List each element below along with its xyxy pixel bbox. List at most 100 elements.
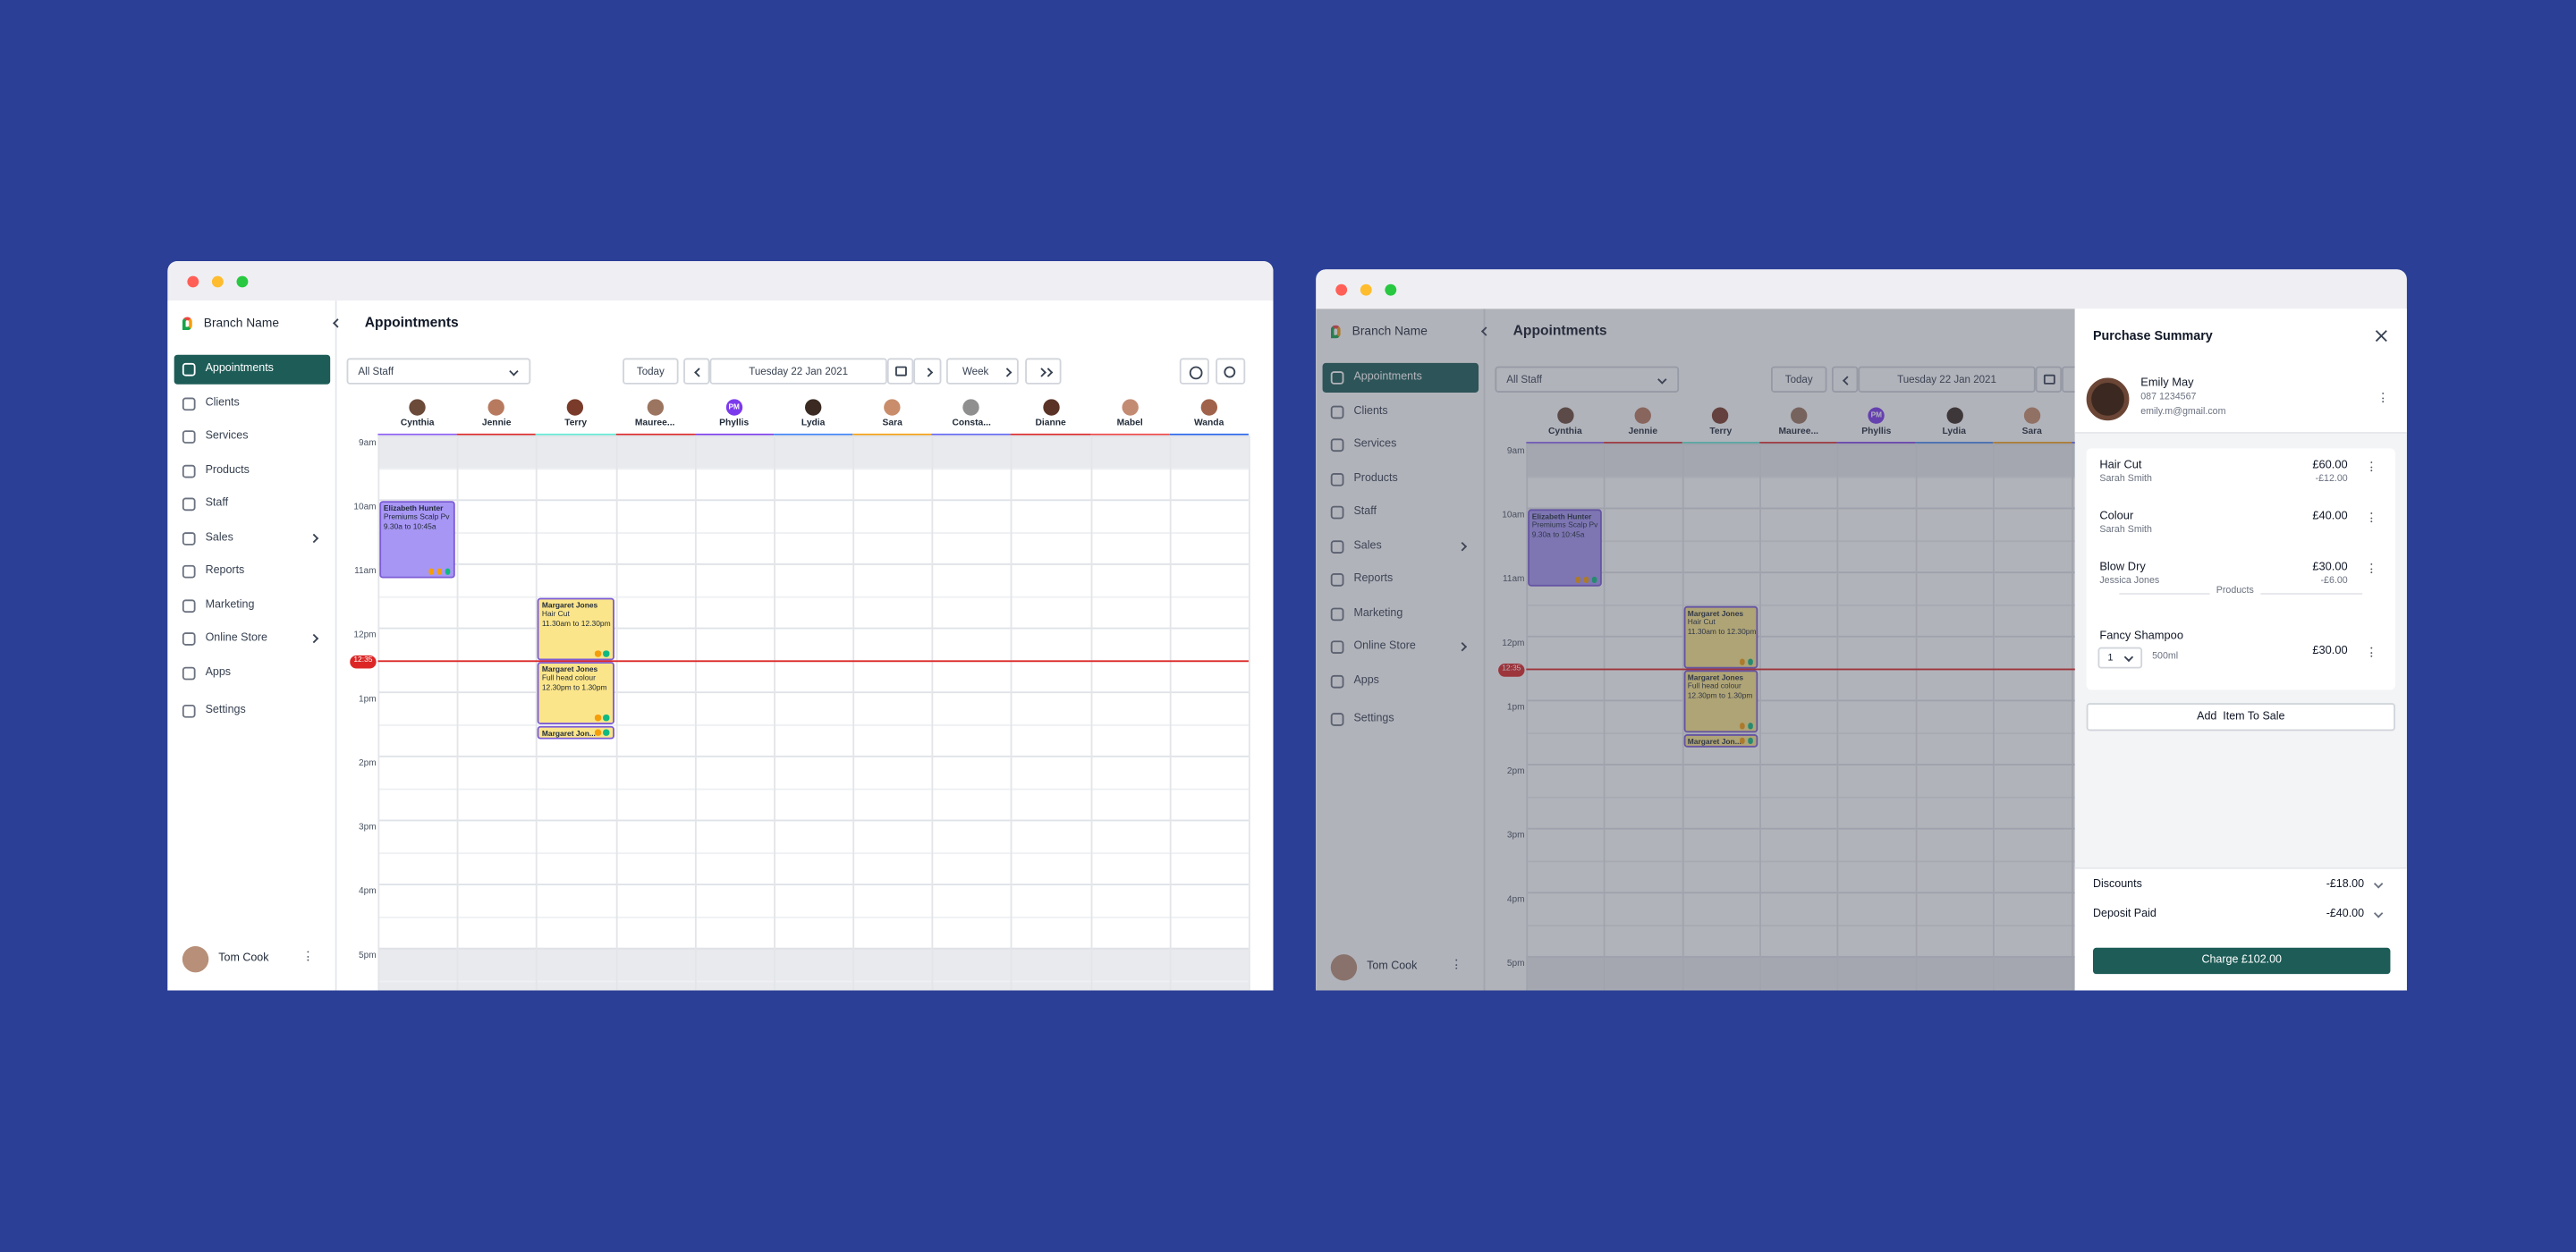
add-item-button[interactable]: Add Item To Sale [2086,703,2395,732]
close-button[interactable] [2374,328,2387,342]
window-control[interactable] [187,275,199,288]
staff-avatar [1945,407,1962,424]
today-button[interactable]: Today [623,358,679,385]
nav-icon [182,397,196,411]
nav-item[interactable]: Staff [1323,498,1479,528]
nav-item[interactable]: Services [1323,430,1479,460]
today-button[interactable]: Today [1771,366,1827,393]
nav-item[interactable]: Settings [174,697,330,726]
chevron-icon [509,366,518,375]
qty-select[interactable]: 1 [2097,647,2143,669]
nav-label: Clients [205,396,240,409]
status-icon [445,568,451,574]
staff-name: Cynthia [1547,427,1582,437]
nav-item[interactable]: Reports [1323,565,1479,595]
status-icon [1739,723,1745,729]
prev-button[interactable] [683,358,710,385]
view-select-label: Week [962,365,989,377]
nav-item[interactable]: Services [174,422,330,452]
calendar-button[interactable] [886,358,914,385]
nav-item[interactable]: Products [1323,465,1479,495]
column-line [1089,435,1091,991]
nav-item[interactable]: Clients [1323,397,1479,427]
chevron-icon [1042,368,1052,376]
nav-item[interactable]: Sales [1323,532,1479,562]
appointment[interactable]: Margaret Jones Full head colour 12.30pm to… [538,662,614,725]
window-control[interactable] [1385,283,1397,296]
appointment[interactable]: Elizabeth Hunter Premiums Scalp Pv 9.30a t… [379,501,456,579]
staff-underline [1604,441,1682,444]
next-button[interactable] [913,358,942,385]
window-control[interactable] [1360,283,1372,296]
staff-filter[interactable]: All Staff [1495,366,1680,393]
item-price: £30.00 [2312,562,2348,574]
column-line [773,435,775,991]
calendar-button[interactable] [2035,366,2063,393]
nav-item[interactable]: Reports [174,557,330,587]
appointment[interactable]: Margaret Jones Full head colour 12.30pm to… [1683,670,1758,733]
staff-filter[interactable]: All Staff [346,358,531,385]
page-title: Appointments [364,313,459,331]
qty-value: 1 [2107,653,2114,664]
nav-icon [182,564,196,579]
chevron-icon [309,634,318,643]
status-icon [1575,576,1581,583]
purchase-panel: Purchase Summary Emily May 087 1234567 emil… [2074,309,2407,991]
charge-button[interactable]: Charge £102.00 [2093,947,2391,975]
appointment[interactable]: Elizabeth Hunter Premiums Scalp Pv 9.30a t… [1528,509,1603,587]
time-label: 1pm [358,694,377,705]
nav-label: Reports [205,563,245,576]
appointment[interactable]: Margaret Jones Hair Cut 11.30am to 12.30pm [538,597,614,661]
appointment[interactable]: Margaret Jon... [1683,734,1758,748]
staff-underline [1993,441,2072,444]
nav-item[interactable]: Appointments [174,354,331,385]
staff-underline [1759,441,1838,444]
nav-icon [182,599,196,613]
settings-button[interactable] [1179,358,1209,385]
view-select[interactable]: Week [945,358,1019,385]
nav-item[interactable]: Marketing [174,591,330,621]
title-bar [167,261,1274,301]
appointment[interactable]: Margaret Jones Hair Cut 11.30am to 12.30pm [1683,605,1758,669]
kebab-dot [2370,563,2373,566]
nav-item[interactable]: Staff [174,489,330,519]
window-control[interactable] [1335,283,1348,296]
kebab-dot [2382,392,2385,395]
grid-line [377,467,1249,469]
time-label: 10am [353,503,377,513]
grid-line [377,979,1249,981]
date-picker[interactable]: Tuesday 22 Jan 2021 [709,358,887,385]
app-window: Branch Name Appointments Clients Services Pr… [1316,269,2407,991]
time-label: 11am [354,566,377,577]
logo [182,317,192,331]
staff-underline [536,432,615,436]
nav-item[interactable]: Marketing [1323,599,1479,629]
now-indicator: 12:35 [1498,663,1525,676]
nav-item[interactable]: Appointments [1322,362,1479,393]
kebab-dot [2370,655,2373,658]
window-control[interactable] [236,275,249,288]
chevron-icon [2124,652,2133,661]
nav-item[interactable]: Online Store [1323,632,1479,662]
kebab-dot [2370,520,2373,523]
nav-item[interactable]: Settings [1323,705,1479,734]
nav-icon [182,632,196,646]
nav-item[interactable]: Online Store [174,624,330,654]
user-name: Tom Cook [218,952,269,965]
prev-button[interactable] [1831,366,1859,393]
appointment[interactable]: Margaret Jon... [538,725,614,740]
staff-underline [1169,432,1249,436]
nav-item[interactable]: Apps [174,659,330,689]
nav-item[interactable]: Clients [174,389,330,419]
time-label: 11am [1502,574,1525,585]
window-control[interactable] [211,275,224,288]
nav-icon [1330,405,1344,419]
column-line [456,435,459,991]
nav-item[interactable]: Products [174,457,330,486]
date-picker[interactable]: Tuesday 22 Jan 2021 [1858,366,2036,393]
nav-item[interactable]: Sales [174,524,330,554]
nav-item[interactable]: Apps [1323,667,1479,697]
add-item-label: Add Item To Sale [2197,711,2285,723]
zoom-button[interactable] [1216,358,1246,385]
skip-button[interactable] [1025,358,1062,385]
